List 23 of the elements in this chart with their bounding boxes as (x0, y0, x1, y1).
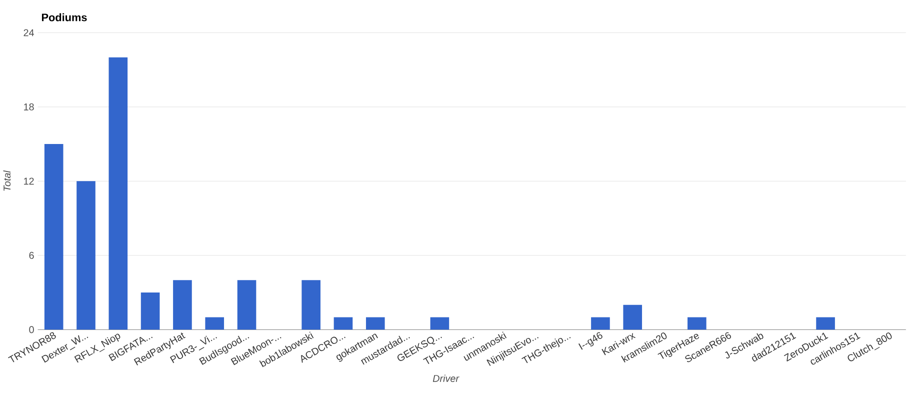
y-tick-label: 12 (24, 178, 34, 185)
bar (334, 317, 353, 330)
y-tick-label: 24 (24, 29, 34, 36)
x-axis-title: Driver (432, 374, 460, 382)
y-tick-label: 18 (24, 103, 34, 110)
bar (591, 317, 610, 330)
bar (430, 317, 450, 330)
bar (816, 317, 835, 330)
chart-title: Podiums (42, 13, 87, 22)
y-tick-label: 6 (29, 252, 34, 259)
bar (688, 317, 706, 330)
bar (140, 292, 160, 330)
bar (76, 181, 96, 330)
y-tick-label: 0 (29, 326, 34, 334)
bar (108, 57, 128, 330)
bar (237, 280, 256, 330)
bar (173, 280, 192, 330)
bar (44, 144, 64, 330)
bar (623, 304, 642, 330)
bar (366, 317, 385, 330)
bar (205, 317, 224, 330)
y-axis-title: Total (3, 170, 11, 191)
bar (302, 280, 320, 330)
